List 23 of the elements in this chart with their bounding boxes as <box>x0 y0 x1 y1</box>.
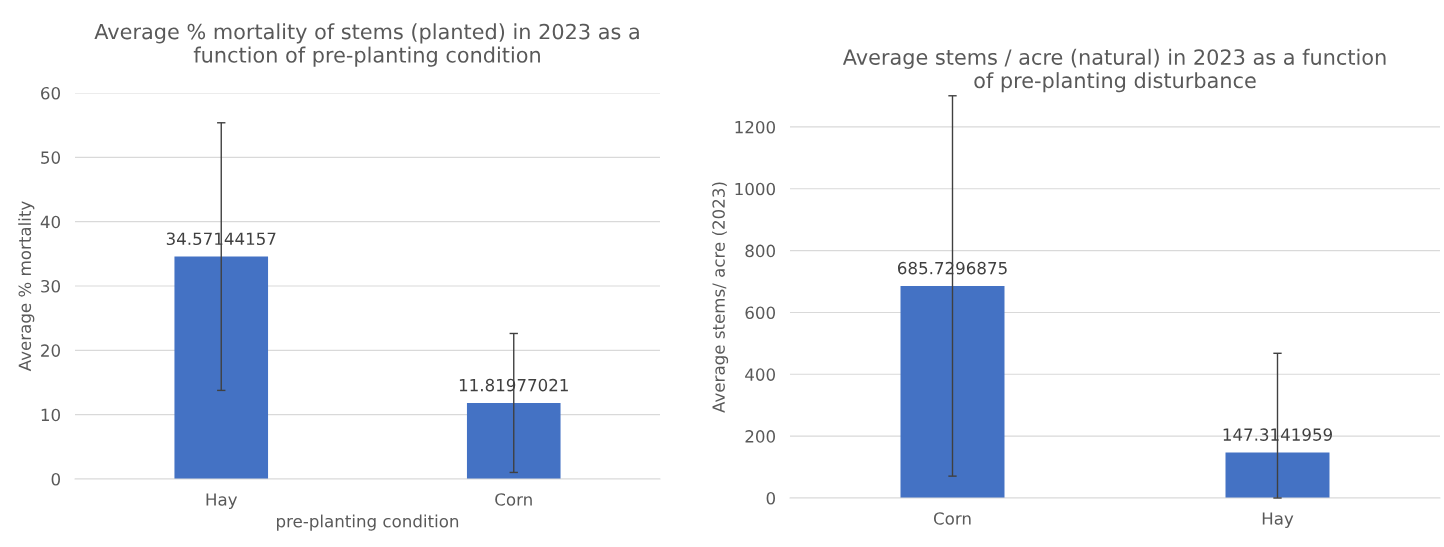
y-tick-label: 600 <box>745 306 775 320</box>
y-tick-label: 60 <box>41 86 60 100</box>
x-tick-label: Hay <box>206 493 238 510</box>
y-tick-label: 800 <box>745 244 775 258</box>
y-tick-label: 40 <box>40 215 60 229</box>
y-tick-label: 1200 <box>735 120 775 134</box>
x-tick-label: Hay <box>1262 512 1294 529</box>
y-tick-label: 50 <box>41 151 60 164</box>
y-axis-title: Average stems/ acre (2023) <box>712 182 729 413</box>
y-tick-label: 1000 <box>735 182 775 196</box>
y-tick-label: 400 <box>745 368 775 381</box>
y-tick-label: 200 <box>745 430 775 443</box>
y-tick-label: 0 <box>51 472 60 486</box>
x-tick-label: Corn <box>495 493 532 506</box>
y-tick-label: 0 <box>766 491 775 505</box>
x-axis-title: pre-planting condition <box>277 514 459 531</box>
y-tick-label: 10 <box>41 408 60 422</box>
x-tick-label: Corn <box>933 512 971 525</box>
chart-title: Average % mortality of stems (planted) in 2023 as a function of pre-planting condition <box>94 23 639 67</box>
y-axis-title: Average % mortality <box>18 201 35 372</box>
y-tick-label: 20 <box>41 344 60 357</box>
chart-title: Average stems / acre (natural) in 2023 as a function of pre-planting disturbance <box>842 48 1386 93</box>
y-tick-label: 30 <box>41 279 60 293</box>
